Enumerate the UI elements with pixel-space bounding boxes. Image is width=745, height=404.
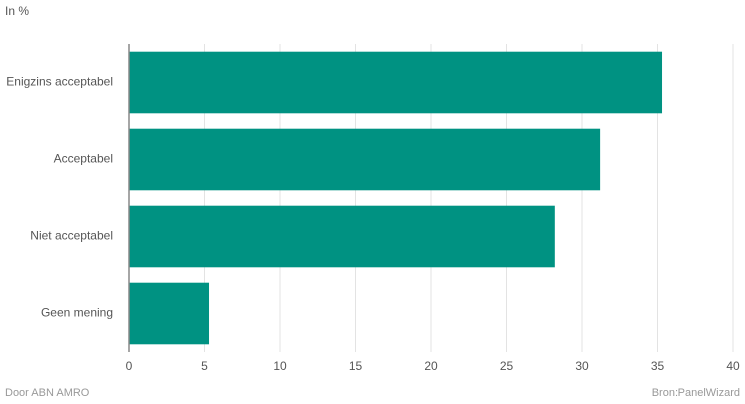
credit: Door ABN AMRO [5,387,90,399]
x-tick-label: 40 [726,359,740,373]
x-tick-label: 30 [575,359,589,373]
y-tick-label: Acceptabel [54,152,113,166]
x-tick-label: 25 [500,359,514,373]
y-tick-label: Niet acceptabel [30,229,113,243]
bar [129,205,555,268]
bar [129,51,663,114]
unit-label: In % [5,4,29,18]
x-tick-label: 5 [201,359,208,373]
y-tick-label: Enigzins acceptabel [6,75,113,89]
bar [129,282,210,345]
source-label: Bron: [652,387,678,399]
y-tick-label: Geen mening [41,306,113,320]
x-tick-label: 0 [126,359,133,373]
x-tick-label: 15 [349,359,363,373]
bar [129,128,601,191]
x-tick-label: 20 [424,359,438,373]
x-tick-label: 35 [651,359,665,373]
x-tick-label: 10 [273,359,287,373]
source: PanelWizard [678,387,740,399]
